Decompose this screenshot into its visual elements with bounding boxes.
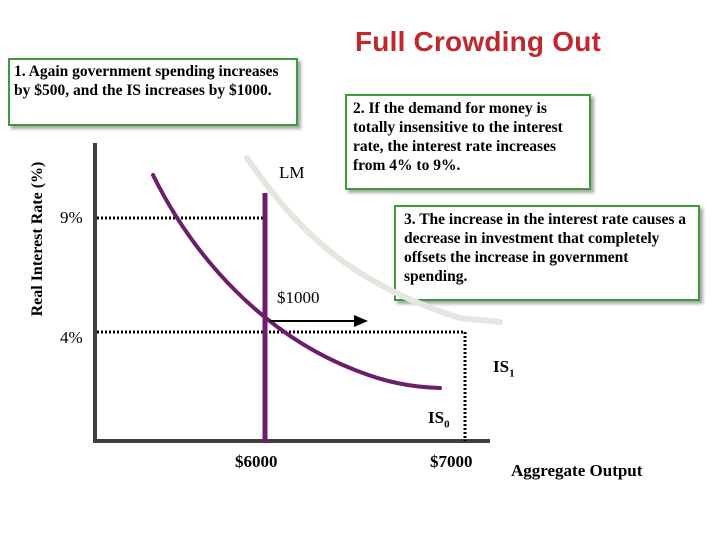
note-3-text: 3. The increase in the interest rate cau… (404, 211, 686, 285)
diagram-title: Full Crowding Out (355, 26, 602, 57)
note-1-text: 1. Again government spending increases b… (14, 63, 279, 99)
note-2-text: 2. If the demand for money is totally in… (353, 100, 563, 174)
note-3-box: 3. The increase in the interest rate cau… (394, 205, 700, 301)
is1-curve (244, 155, 503, 325)
is0-subscript: 0 (444, 418, 450, 431)
note-2-box: 2. If the demand for money is totally in… (345, 94, 591, 190)
is0-curve (151, 173, 442, 390)
is1-label: IS1 (493, 357, 515, 379)
x-axis-label: Aggregate Output (511, 461, 643, 480)
rate-low-label: 4% (60, 328, 83, 347)
shift-arrowhead (354, 315, 368, 327)
output-a-label: $6000 (235, 452, 278, 471)
shift-label: $1000 (277, 288, 320, 307)
note-1-box: 1. Again government spending increases b… (8, 58, 298, 126)
output-b-label: $7000 (430, 452, 473, 471)
is1-subscript: 1 (509, 367, 515, 380)
is0-text: IS (428, 408, 445, 427)
rate-high-label: 9% (60, 208, 83, 227)
is0-label: IS0 (428, 408, 450, 430)
lm-label: LM (279, 163, 305, 182)
y-axis-label: Real Interest Rate (%) (29, 161, 46, 317)
is1-text: IS (493, 357, 510, 376)
